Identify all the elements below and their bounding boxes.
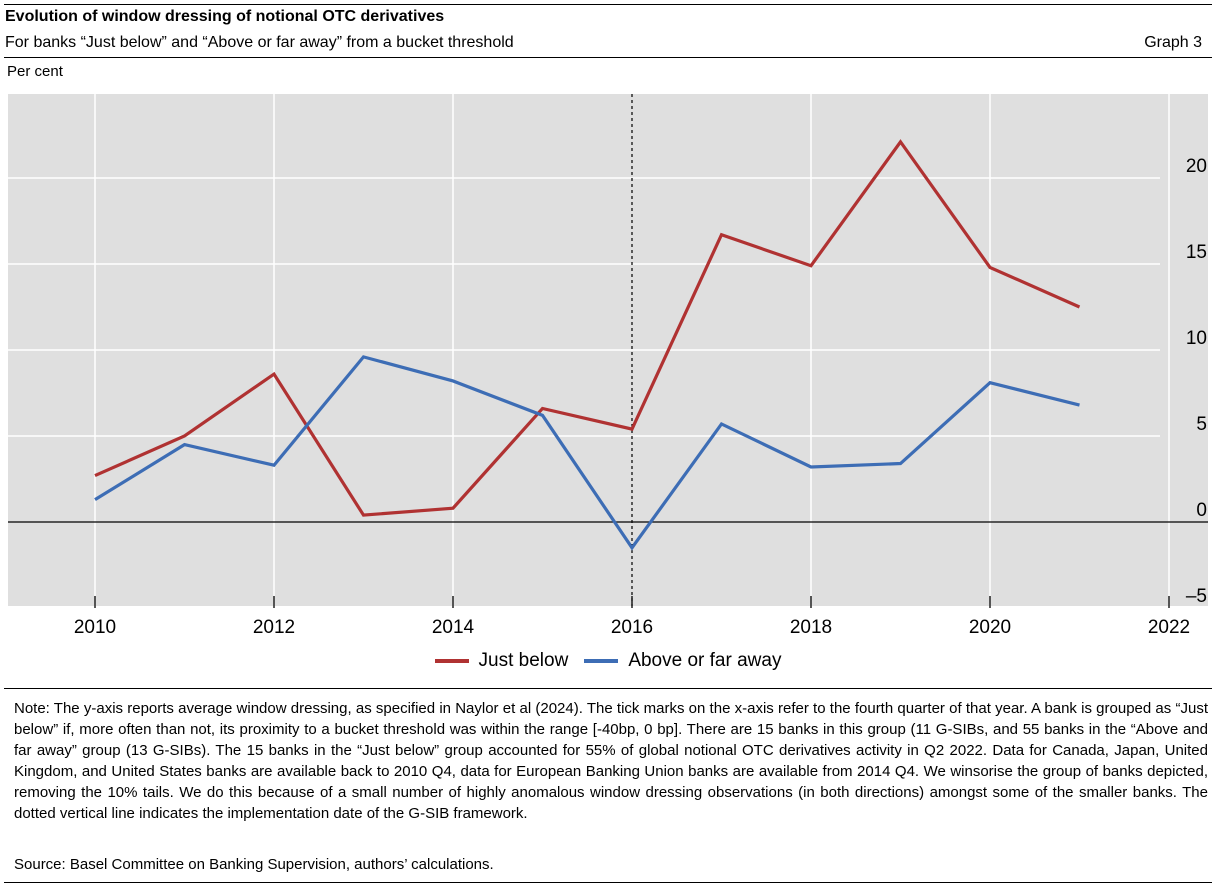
legend-item-just-below: Just below: [434, 650, 569, 672]
series-line-just-below: [94, 139, 1081, 517]
x-tick-label: 2018: [790, 617, 832, 638]
chart-subtitle: For banks “Just below” and “Above or far…: [5, 34, 514, 51]
y-tick-label: 10: [1186, 328, 1207, 349]
line-chart: 2010 2012 2014 2016 2018 2020 2022 –5 0 5 10 15 20: [8, 94, 1208, 638]
x-tick-label: 2016: [611, 617, 653, 638]
chart-source: Source: Basel Committee on Banking Super…: [14, 856, 494, 873]
x-tick-label: 2010: [74, 617, 116, 638]
y-tick-label: 5: [1196, 414, 1207, 435]
legend-label-just-below: Just below: [478, 650, 569, 671]
legend-swatch-just-below: [434, 659, 469, 663]
y-tick-label: 0: [1196, 500, 1207, 521]
y-tick-label: 20: [1186, 156, 1207, 177]
bottom-rule: [4, 882, 1212, 883]
top-rule: [4, 4, 1212, 5]
y-unit-label: Per cent: [7, 63, 63, 80]
legend-label-above-or-far-away: Above or far away: [628, 650, 782, 671]
y-tick-label: –5: [1186, 586, 1207, 607]
legend-item-above-or-far-away: Above or far away: [584, 650, 781, 672]
note-rule: [4, 688, 1212, 689]
chart-title: Evolution of window dressing of notional…: [5, 8, 445, 25]
header-rule: [4, 57, 1212, 58]
chart-note: Note: The y-axis reports average window …: [14, 700, 1208, 822]
series-line-above-or-far-away: [94, 355, 1080, 551]
x-tick-label: 2022: [1148, 617, 1190, 638]
x-tick-label: 2014: [432, 617, 475, 638]
y-tick-label: 15: [1186, 242, 1207, 263]
x-tick-label: 2012: [253, 617, 295, 638]
graph-number: Graph 3: [1144, 34, 1202, 51]
legend-swatch-above-or-far-away: [584, 659, 619, 663]
x-tick-label: 2020: [969, 617, 1011, 638]
legend: Just below Above or far away: [0, 650, 1216, 672]
